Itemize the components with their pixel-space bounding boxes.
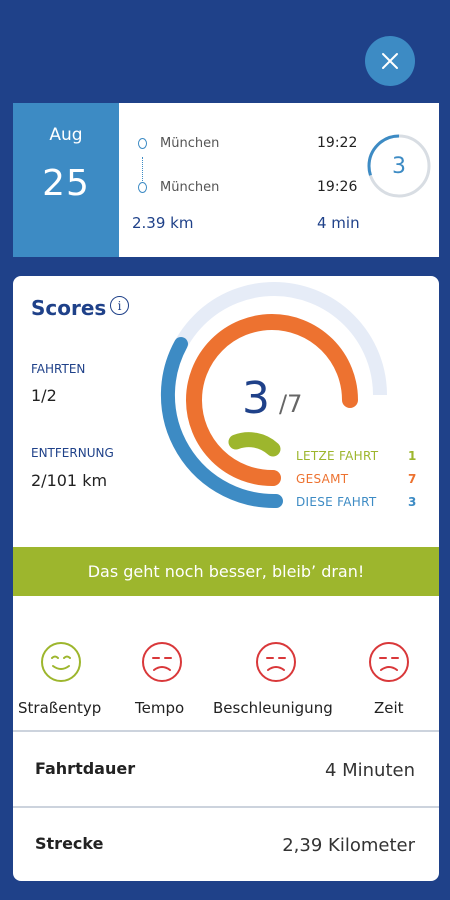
strecke-label: Strecke [35, 834, 104, 853]
fahrtdauer-label: Fahrtdauer [35, 759, 136, 778]
scores-title: Scores [31, 296, 107, 320]
metric-tempo-label: Tempo [135, 699, 185, 717]
route-line [142, 157, 143, 183]
score-rings [160, 282, 387, 509]
feedback-banner: Das geht noch besser, bleib’ dran! [13, 547, 439, 596]
legend-diese-fahrt-value: 3 [408, 495, 417, 509]
legend-letze-fahrt-label: LETZE FAHRT [296, 449, 379, 463]
trip-month: Aug [49, 125, 83, 145]
route-start-icon [138, 138, 147, 149]
from-time: 19:22 [317, 135, 358, 151]
metric-zeit-label: Zeit [374, 699, 404, 717]
trip-duration: 4 min [317, 214, 360, 232]
close-icon [382, 53, 398, 69]
trip-summary-card[interactable]: Aug 25 München 19:22 München 19:26 2.39 … [13, 103, 439, 257]
to-time: 19:26 [317, 179, 358, 195]
entfernung-label: ENTFERNUNG [31, 446, 114, 460]
trip-date: Aug 25 [13, 103, 119, 257]
score-value: 3 [242, 373, 270, 424]
metric-strassentyp-label: Straßentyp [18, 699, 102, 717]
metric-beschleunigung-label: Beschleunigung [213, 699, 333, 717]
trip-distance: 2.39 km [132, 214, 194, 232]
divider [13, 730, 439, 732]
info-icon[interactable]: i [110, 296, 129, 315]
tempo-sad-face-icon [142, 642, 182, 682]
trip-info: München 19:22 München 19:26 2.39 km 4 mi… [119, 103, 439, 257]
trip-score: 3 [392, 153, 406, 179]
strassentyp-smile-face-icon [41, 642, 81, 682]
from-city: München [160, 136, 220, 151]
trip-day: 25 [42, 163, 90, 204]
fahrten-value: 1/2 [31, 386, 57, 405]
divider [13, 806, 439, 808]
route-end-icon [138, 182, 147, 193]
legend-gesamt-label: GESAMT [296, 472, 349, 486]
strecke-value: 2,39 Kilometer [282, 835, 415, 856]
legend-diese-fahrt-label: DIESE FAHRT [296, 495, 377, 509]
close-button[interactable] [365, 36, 415, 86]
legend-gesamt-value: 7 [408, 472, 417, 486]
fahrten-label: FAHRTEN [31, 362, 86, 376]
to-city: München [160, 180, 220, 195]
fahrtdauer-value: 4 Minuten [324, 760, 415, 781]
zeit-sad-face-icon [369, 642, 409, 682]
entfernung-value: 2/101 km [31, 471, 108, 490]
score-total: /7 [279, 390, 303, 418]
trip-score-ring [367, 134, 431, 198]
legend-letze-fahrt-value: 1 [408, 449, 417, 463]
beschleunigung-sad-face-icon [256, 642, 296, 682]
scores-card: Scores i FAHRTEN 1/2 ENTFERNUNG 2/101 km… [13, 276, 439, 881]
